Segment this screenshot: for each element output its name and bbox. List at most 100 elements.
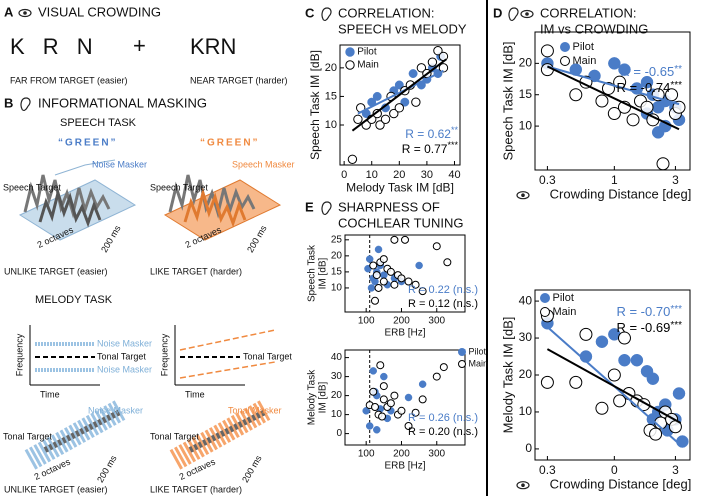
stat-text: R = -0.74 [616,80,670,95]
point [433,46,443,56]
stat-label: R = 0.12 (n.s.) [408,298,478,310]
stat-text: R = -0.70 [616,304,670,319]
x-tick-label: 3 [672,173,679,187]
legend-label: Main [469,358,489,368]
point [362,407,370,415]
point [432,242,441,251]
word: “GREEN” [200,138,260,149]
plot-frame [344,349,466,446]
legend-marker [345,47,355,57]
y-tick-label: 20 [331,250,343,261]
point [411,280,420,289]
x-tick-label: 10 [366,169,378,181]
point [404,422,413,430]
y-tick-label: 30 [519,330,533,344]
point [607,368,621,382]
point [390,280,399,289]
point [569,375,583,389]
point [397,274,406,283]
point [390,391,399,400]
stat-label: R = 0.77*** [402,140,459,156]
point [369,387,378,396]
label: Tonal Target [97,351,146,361]
point [432,372,441,381]
y-tick-label: 15 [331,267,343,278]
point [408,69,418,79]
point [640,75,654,89]
panel-title: COCHLEAR TUNING [338,215,463,230]
point [595,94,609,108]
point [438,51,449,62]
point [376,361,385,370]
point [371,277,379,286]
point [427,57,438,67]
point [618,353,631,367]
stat-text: R = -0.69 [616,320,670,335]
axis-label: Time [40,389,60,399]
stat-label: R = -0.70*** [616,304,682,320]
legend-label: Pilot [553,292,574,304]
panel-label: D [493,5,502,20]
point [369,367,377,375]
x-tick-label: 30 [421,169,433,181]
stat-significance: ** [674,64,682,75]
panel-label: C [305,5,315,20]
point [438,63,449,73]
point [672,387,686,400]
panel-title: VISUAL CROWDING [38,4,161,19]
y-tick-label: 10 [519,404,533,418]
label: 200 ms [99,223,123,254]
point [371,403,379,411]
stat-label: R = 0.20 (n.s.) [408,426,478,438]
legend-marker [560,56,570,66]
y-axis-label: IM [dB] [318,381,329,413]
ear-icon [321,7,332,22]
point [656,157,670,171]
point [418,287,427,296]
caption: UNLIKE TARGET (easier) [4,266,108,276]
point [540,63,554,77]
point [397,406,406,415]
legend-label: Main [573,55,597,67]
y-axis-label: Melody Task IM [dB] [500,317,515,434]
label: 200 ms [95,453,119,484]
axis-label: Frequency [14,333,24,376]
point [651,126,665,139]
point [372,271,381,280]
fit-line [357,69,444,115]
x-tick-label: 0 [341,169,347,181]
schematic-right [174,325,276,386]
legend-label: Pilot [469,346,487,356]
point [618,63,631,76]
panel-label: E [305,199,314,214]
point [401,235,409,244]
x-axis-label: Melody Task IM [dB] [346,180,454,194]
panel-title: CORRELATION: [338,5,435,20]
y-tick-label: 40 [331,352,343,363]
y-tick-label: 20 [519,56,533,70]
point [569,88,583,102]
y-tick-label: 15 [325,90,337,102]
legend-label: Pilot [573,41,594,53]
y-tick-label: 10 [331,409,343,420]
legend-label: Pilot [357,47,377,58]
stat-label: R = -0.65** [620,64,682,80]
x-tick-label: 1 [611,173,618,187]
label: Noise Masker [88,405,143,415]
y-tick-label: 20 [519,367,533,381]
point [371,296,379,305]
label: Tonal Target [150,431,199,441]
point [626,113,640,127]
point [372,91,382,101]
point [389,108,399,119]
x-tick-label: 0.3 [539,463,556,477]
caption: LIKE TARGET (harder) [150,484,242,494]
point [380,114,391,124]
point [649,427,663,441]
label: Noise Masker [97,338,152,348]
label: Noise Masker [92,159,147,169]
fit-line [547,65,680,106]
near-letters: KRN [190,34,236,59]
point [367,284,376,292]
stat-significance: *** [447,140,458,150]
